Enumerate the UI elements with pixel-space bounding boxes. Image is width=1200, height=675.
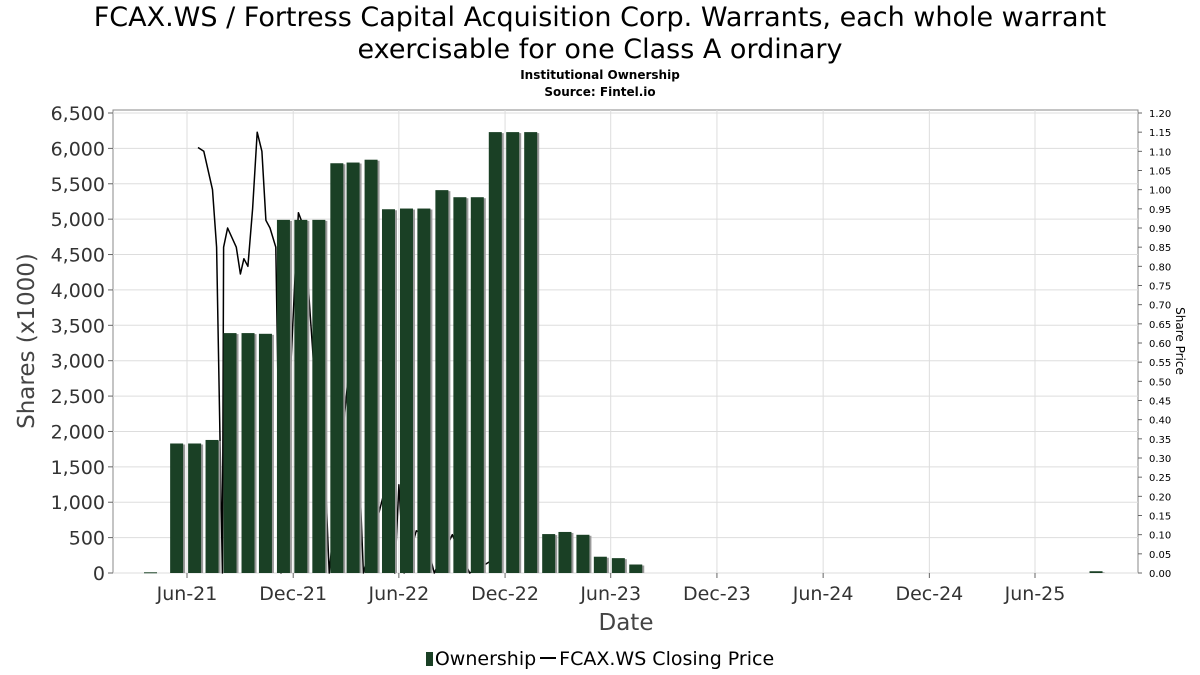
ownership-bar bbox=[364, 159, 378, 573]
y-tick-label: 6,500 bbox=[51, 103, 105, 125]
y-tick-label: 6,000 bbox=[51, 138, 105, 160]
chart-subtitle: Institutional Ownership bbox=[520, 68, 680, 82]
ownership-bar bbox=[558, 531, 572, 573]
y-right-tick-label: 0.05 bbox=[1149, 550, 1171, 561]
ownership-bar bbox=[330, 163, 344, 573]
ownership-bar bbox=[294, 219, 308, 573]
x-tick-label: Dec-21 bbox=[259, 583, 327, 605]
y-tick-label: 4,500 bbox=[51, 245, 105, 267]
ownership-bar bbox=[346, 162, 360, 574]
ownership-bar bbox=[170, 443, 184, 573]
legend-price-swatch bbox=[540, 657, 557, 659]
ownership-bar bbox=[241, 333, 255, 573]
y-tick-label: 2,000 bbox=[51, 421, 105, 443]
y-right-tick-label: 1.10 bbox=[1149, 147, 1171, 158]
y-tick-label: 1,500 bbox=[51, 457, 105, 479]
y-right-tick-label: 0.35 bbox=[1149, 435, 1171, 446]
ownership-bar bbox=[188, 443, 202, 573]
ownership-bar bbox=[488, 132, 502, 573]
x-tick-label: Dec-22 bbox=[471, 583, 539, 605]
ownership-bar bbox=[470, 197, 484, 573]
y-right-tick-label: 0.95 bbox=[1149, 205, 1171, 216]
right-axis: 0.00 0.05 0.10 0.15 0.20 0.25 0.30 0.35 0.40 0.45… bbox=[1138, 109, 1171, 580]
x-tick-label: Jun-23 bbox=[579, 583, 641, 605]
y-right-tick-label: 0.70 bbox=[1149, 301, 1171, 312]
y-right-tick-label: 0.20 bbox=[1149, 492, 1171, 503]
ownership-bar bbox=[435, 190, 449, 573]
ownership-bar bbox=[629, 564, 643, 573]
y-right-tick-label: 1.15 bbox=[1149, 128, 1171, 139]
x-axis: Jun-21 Dec-21 Jun-22 Dec-22 Jun-23 Dec-23 Jun-… bbox=[156, 573, 1066, 605]
y-right-tick-label: 0.85 bbox=[1149, 243, 1171, 254]
y-tick-label: 1,000 bbox=[51, 492, 105, 514]
ownership-bar bbox=[576, 534, 590, 573]
ownership-bar bbox=[312, 219, 326, 573]
ownership-bar bbox=[453, 197, 467, 573]
y-right-tick-label: 0.60 bbox=[1149, 339, 1171, 350]
ownership-bar bbox=[542, 534, 556, 573]
legend-price-label: FCAX.WS Closing Price bbox=[559, 648, 775, 670]
left-axis: 0 500 1,000 1,500 2,000 2,500 3,000 3,500 4,000 4… bbox=[51, 103, 113, 585]
y-axis-label: Shares (x1000) bbox=[14, 253, 40, 429]
ownership-bar bbox=[399, 208, 413, 574]
ownership-bar bbox=[417, 208, 431, 574]
legend-ownership-label: Ownership bbox=[434, 648, 537, 670]
x-axis-label: Date bbox=[599, 610, 654, 636]
y-tick-label: 5,500 bbox=[51, 174, 105, 196]
y-tick-label: 3,500 bbox=[51, 315, 105, 337]
y-tick-label: 4,000 bbox=[51, 280, 105, 302]
y-tick-label: 0 bbox=[93, 563, 105, 585]
y-right-tick-label: 0.40 bbox=[1149, 416, 1171, 427]
chart-source: Source: Fintel.io bbox=[544, 85, 656, 99]
y-right-tick-label: 0.25 bbox=[1149, 473, 1171, 484]
ownership-bar bbox=[593, 556, 607, 573]
ownership-bar bbox=[506, 132, 520, 573]
y-tick-label: 500 bbox=[69, 528, 105, 550]
legend-ownership-swatch bbox=[425, 652, 433, 666]
y-axis-right-label: Share Price bbox=[1173, 307, 1187, 375]
x-tick-label: Dec-23 bbox=[683, 583, 751, 605]
x-tick-label: Jun-25 bbox=[1004, 583, 1066, 605]
ownership-bar bbox=[1089, 571, 1103, 573]
y-tick-label: 2,500 bbox=[51, 386, 105, 408]
y-right-tick-label: 0.90 bbox=[1149, 224, 1171, 235]
y-right-tick-label: 1.20 bbox=[1149, 109, 1171, 120]
ownership-bar bbox=[258, 333, 272, 573]
ownership-bar bbox=[381, 209, 395, 573]
x-tick-label: Jun-22 bbox=[367, 583, 429, 605]
y-right-tick-label: 0.45 bbox=[1149, 397, 1171, 408]
y-right-tick-label: 0.55 bbox=[1149, 358, 1171, 369]
x-tick-label: Dec-24 bbox=[895, 583, 963, 605]
x-tick-label: Jun-21 bbox=[156, 583, 218, 605]
ownership-bar bbox=[205, 439, 219, 573]
chart-title-line-2: exercisable for one Class A ordinary bbox=[357, 34, 843, 65]
y-right-tick-label: 0.50 bbox=[1149, 377, 1171, 388]
ownership-bar bbox=[276, 219, 290, 573]
y-right-tick-label: 0.10 bbox=[1149, 531, 1171, 542]
legend: Ownership FCAX.WS Closing Price bbox=[0, 647, 1200, 671]
y-right-tick-label: 0.80 bbox=[1149, 262, 1171, 273]
ownership-bar bbox=[223, 333, 237, 573]
y-right-tick-label: 0.65 bbox=[1149, 320, 1171, 331]
y-right-tick-label: 0.75 bbox=[1149, 282, 1171, 293]
chart-title: FCAX.WS / Fortress Capital Acquisition C… bbox=[0, 2, 1200, 66]
y-right-tick-label: 1.05 bbox=[1149, 167, 1171, 178]
ownership-bar bbox=[524, 132, 538, 573]
ownership-bars bbox=[144, 132, 1105, 574]
ownership-bar bbox=[611, 558, 625, 573]
y-right-tick-label: 0.30 bbox=[1149, 454, 1171, 465]
chart-title-line-1: FCAX.WS / Fortress Capital Acquisition C… bbox=[93, 2, 1107, 33]
y-right-tick-label: 1.00 bbox=[1149, 186, 1171, 197]
y-tick-label: 5,000 bbox=[51, 209, 105, 231]
y-right-tick-label: 0.15 bbox=[1149, 512, 1171, 523]
y-right-tick-label: 0.00 bbox=[1149, 569, 1171, 580]
ownership-bar bbox=[144, 572, 158, 574]
y-tick-label: 3,000 bbox=[51, 351, 105, 373]
x-tick-label: Jun-24 bbox=[792, 583, 854, 605]
